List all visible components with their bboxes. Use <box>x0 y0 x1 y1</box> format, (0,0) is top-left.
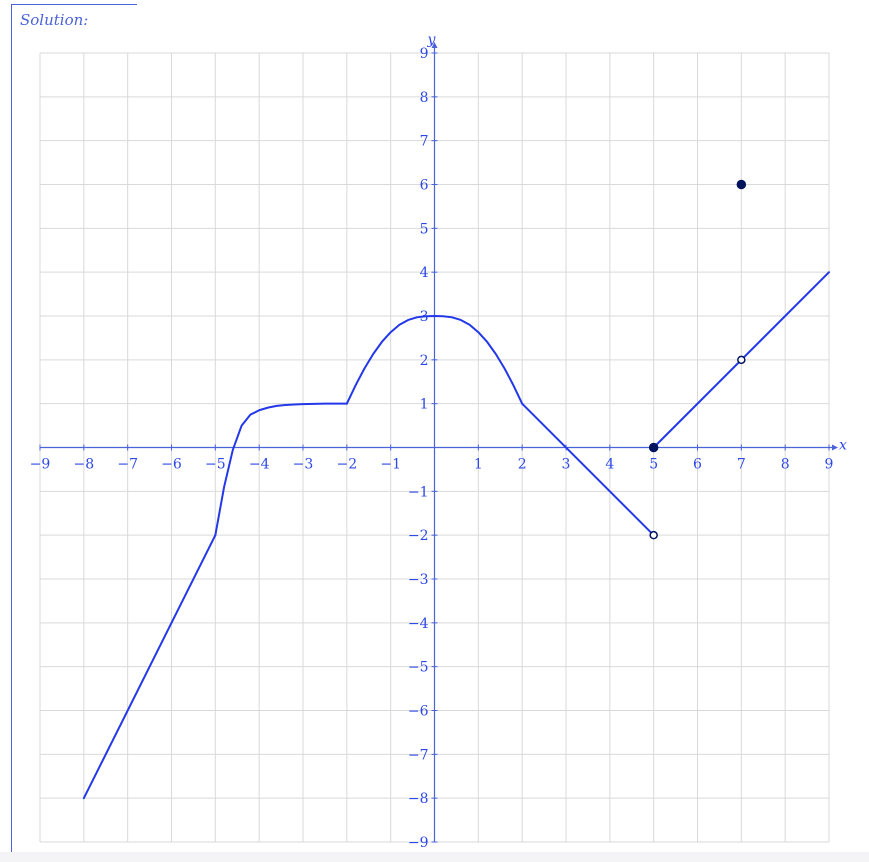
x-tick-label: 7 <box>737 457 746 473</box>
curve-segment <box>214 402 348 537</box>
x-tick-label: −1 <box>380 457 401 473</box>
x-tick-label: −7 <box>117 457 138 473</box>
frame-top-border <box>11 4 137 5</box>
y-tick-label: 6 <box>420 178 429 194</box>
y-tick-label: 9 <box>420 46 429 62</box>
open-point <box>649 530 658 540</box>
frame-left-border <box>11 4 12 862</box>
y-tick-label: −3 <box>408 572 429 588</box>
solution-label: Solution: <box>20 11 89 29</box>
endpoint-markers <box>648 179 747 540</box>
y-tick-label: −2 <box>408 528 429 544</box>
x-tick-label: −3 <box>293 457 314 473</box>
x-tick-label: 1 <box>474 457 483 473</box>
x-tick-label: 9 <box>825 457 834 473</box>
open-point <box>737 355 746 365</box>
y-tick-label: 1 <box>420 397 429 413</box>
curve-segment <box>521 402 655 537</box>
x-tick-label: −2 <box>337 457 358 473</box>
y-tick-label: 4 <box>420 265 429 281</box>
x-tick-label: 5 <box>649 457 658 473</box>
x-tick-label: 6 <box>693 457 702 473</box>
x-tick-label: −6 <box>161 457 182 473</box>
y-tick-label: 2 <box>420 353 429 369</box>
y-tick-label: 5 <box>420 221 429 237</box>
x-tick-label: −4 <box>249 457 270 473</box>
x-axis-label: x <box>839 438 847 454</box>
y-tick-label: −7 <box>408 747 429 763</box>
x-tick-label: 4 <box>605 457 614 473</box>
curve-segment <box>82 534 217 800</box>
y-tick-label: −9 <box>408 835 429 851</box>
y-tick-label: −5 <box>408 660 429 676</box>
x-tick-label: −5 <box>205 457 226 473</box>
y-tick-label: −8 <box>408 791 429 807</box>
axes <box>40 42 838 842</box>
y-tick-label: −6 <box>408 704 429 720</box>
tick-labels: −9 −8 −7 −6 −5 −4 −3 −2 −1 1 2 3 4 5 6 7 8 9 −9 −8 −7 −6 −5 −4 −… <box>30 46 834 851</box>
filled-point <box>648 442 659 453</box>
bottom-strip <box>0 852 869 862</box>
y-tick-label: 7 <box>420 134 429 150</box>
x-tick-label: −9 <box>30 457 51 473</box>
y-axis-label: y <box>427 32 437 48</box>
x-axis-arrow <box>832 444 838 451</box>
x-tick-label: −8 <box>74 457 95 473</box>
y-axis-arrow <box>431 42 438 48</box>
filled-point <box>736 179 747 190</box>
x-tick-label: 3 <box>562 457 571 473</box>
curve-segment <box>345 315 524 405</box>
x-tick-label: 2 <box>518 457 527 473</box>
x-tick-label: 8 <box>781 457 790 473</box>
y-tick-label: 8 <box>420 90 429 106</box>
y-tick-label: −4 <box>408 616 429 632</box>
y-tick-label: −1 <box>408 484 429 500</box>
